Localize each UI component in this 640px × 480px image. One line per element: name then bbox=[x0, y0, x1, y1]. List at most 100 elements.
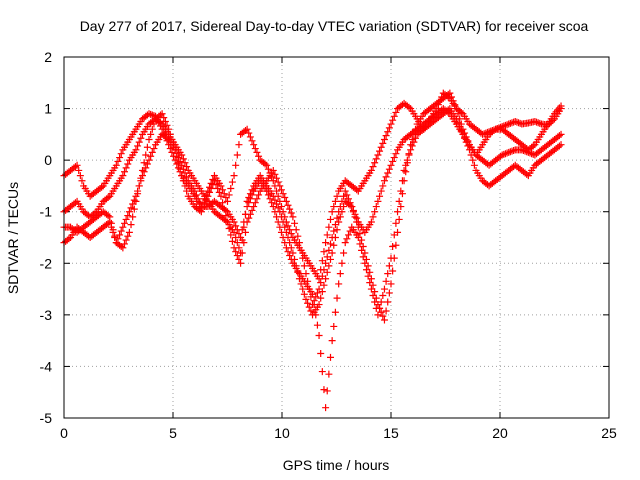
y-tick-label: -5 bbox=[40, 410, 53, 426]
data-point-trail bbox=[273, 187, 281, 195]
data-point-trail bbox=[228, 178, 236, 186]
data-point-trail bbox=[405, 150, 413, 158]
data-point-trail bbox=[327, 353, 335, 361]
y-tick-label: 1 bbox=[44, 101, 52, 117]
data-point-trail bbox=[273, 213, 281, 221]
data-point-trail bbox=[120, 168, 128, 176]
data-point-trail bbox=[344, 231, 352, 239]
data-point-trail bbox=[349, 208, 357, 216]
x-tick-label: 0 bbox=[60, 425, 68, 441]
data-point-trail bbox=[369, 163, 377, 171]
data-point-trail bbox=[148, 125, 156, 133]
data-point bbox=[158, 110, 166, 118]
data-point-trail bbox=[147, 110, 155, 118]
data-point bbox=[138, 166, 146, 174]
data-point-trail bbox=[384, 128, 392, 136]
data-point-trail bbox=[412, 125, 420, 133]
data-point-trail bbox=[323, 387, 331, 395]
data-point-trail bbox=[304, 299, 312, 307]
x-tick-label: 20 bbox=[492, 425, 508, 441]
data-point-trail bbox=[310, 297, 318, 305]
data-point-trail bbox=[536, 119, 544, 127]
data-point-trail bbox=[129, 213, 137, 221]
data-point-trail bbox=[382, 132, 390, 140]
data-point-trail bbox=[343, 191, 351, 199]
data-point-trail bbox=[330, 322, 338, 330]
data-point-trail bbox=[284, 201, 292, 209]
data-point-trail bbox=[215, 188, 223, 196]
data-point-trail bbox=[377, 308, 385, 316]
data-point-trail bbox=[346, 199, 354, 207]
data-point bbox=[387, 280, 395, 288]
data-point-trail bbox=[286, 205, 294, 213]
data-point-trail bbox=[323, 253, 331, 261]
data-point-trail bbox=[284, 222, 292, 230]
data-point bbox=[204, 192, 212, 200]
data-point-trail bbox=[199, 204, 207, 212]
data-point-trail bbox=[122, 164, 130, 172]
data-point-trail bbox=[297, 246, 305, 254]
data-point-trail bbox=[395, 197, 403, 205]
data-point-trail bbox=[264, 165, 272, 173]
data-point-trail bbox=[454, 119, 462, 127]
data-point-trail bbox=[500, 150, 508, 158]
data-point bbox=[374, 301, 382, 309]
data-point-trail bbox=[245, 214, 253, 222]
data-point-trail bbox=[336, 203, 344, 211]
data-point-trail bbox=[232, 161, 240, 169]
data-point-trail bbox=[405, 103, 413, 111]
data-point-trail bbox=[176, 157, 184, 165]
data-point-trail bbox=[253, 195, 261, 203]
data-point bbox=[557, 102, 565, 110]
data-point bbox=[263, 161, 271, 169]
data-point-trail bbox=[529, 142, 537, 150]
data-point-trail bbox=[286, 252, 294, 260]
data-point-trail bbox=[148, 148, 156, 156]
x-tick-labels: 0 5 10 15 20 25 bbox=[60, 425, 617, 441]
data-point-trail bbox=[227, 185, 235, 193]
data-point-trail bbox=[176, 165, 184, 173]
data-point-trail bbox=[142, 151, 150, 159]
data-point bbox=[400, 177, 408, 185]
data-point-trail bbox=[168, 136, 176, 144]
data-point-trail bbox=[327, 240, 335, 248]
data-point-trail bbox=[390, 112, 398, 120]
data-point-trail bbox=[362, 255, 370, 263]
data-point bbox=[125, 208, 133, 216]
data-point-trail bbox=[287, 230, 295, 238]
data-point bbox=[224, 218, 231, 226]
data-point bbox=[387, 161, 395, 169]
data-point-trail bbox=[273, 174, 281, 182]
data-point bbox=[354, 223, 362, 231]
data-point-trail bbox=[490, 126, 498, 134]
data-point bbox=[380, 136, 388, 144]
data-point-trail bbox=[117, 150, 125, 158]
data-point bbox=[119, 244, 127, 252]
data-point-trail bbox=[111, 234, 119, 241]
data-point-trail bbox=[462, 133, 470, 141]
data-point-trail bbox=[312, 293, 320, 301]
data-point bbox=[407, 141, 415, 149]
data-point bbox=[145, 156, 153, 164]
data-point-trail bbox=[376, 147, 384, 155]
y-tick-label: 0 bbox=[44, 152, 52, 168]
data-point-trail bbox=[279, 190, 287, 198]
data-point-trail bbox=[150, 145, 158, 153]
data-point bbox=[125, 228, 133, 236]
data-point-trail bbox=[170, 141, 178, 149]
data-point bbox=[367, 218, 375, 226]
data-point-trail bbox=[166, 145, 174, 153]
data-point-trail bbox=[369, 281, 377, 289]
data-point-trail bbox=[320, 386, 328, 394]
data-point-trail bbox=[235, 230, 243, 238]
data-point-trail bbox=[122, 236, 130, 244]
data-point-trail bbox=[117, 227, 125, 235]
data-point-trail bbox=[143, 160, 151, 168]
data-point-trail bbox=[529, 150, 537, 158]
data-point-trail bbox=[76, 172, 84, 180]
data-point-trail bbox=[469, 156, 477, 164]
data-point bbox=[341, 239, 349, 247]
data-point bbox=[322, 404, 330, 412]
data-point bbox=[505, 148, 513, 156]
data-point-trail bbox=[447, 93, 455, 101]
